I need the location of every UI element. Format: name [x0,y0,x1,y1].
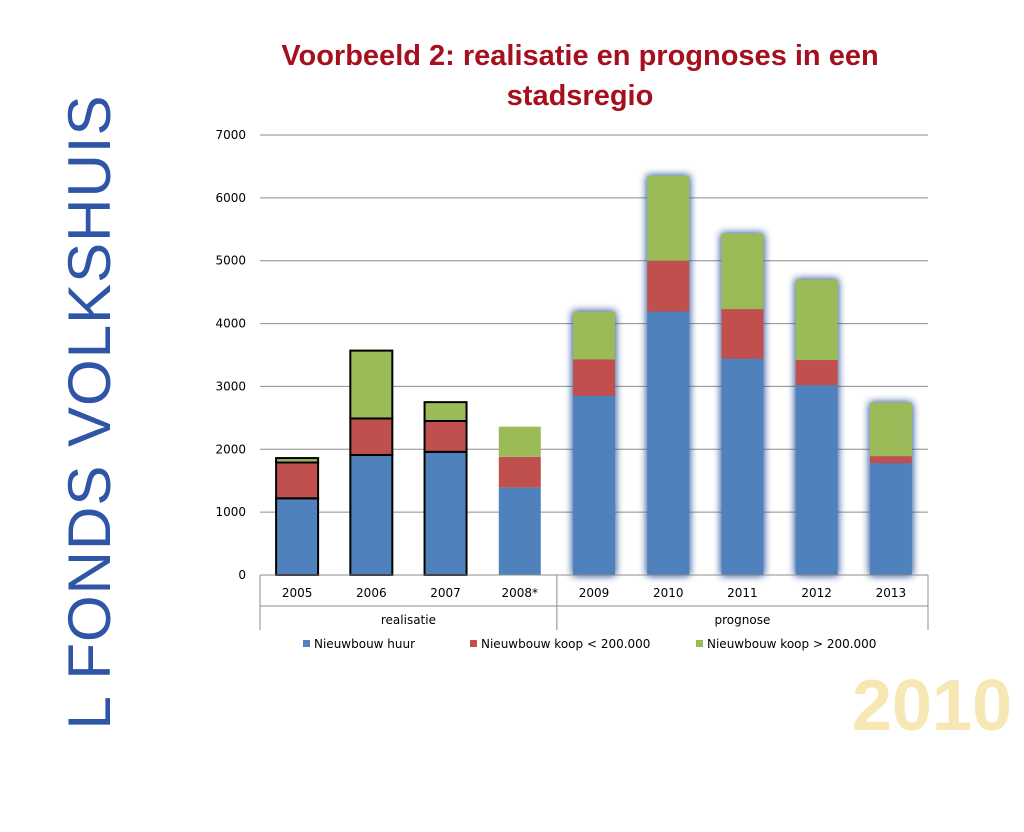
bar-segment-3 [498,426,541,457]
bar-stack [721,233,764,575]
legend-swatch [303,640,310,647]
legend-label: Nieuwbouw koop > 200.000 [707,637,876,651]
x-tick-label: 2006 [356,586,387,600]
y-tick-label: 7000 [215,128,246,142]
x-tick-label: 2007 [430,586,461,600]
bar-segment-1 [573,395,615,575]
y-tick-label: 2000 [215,442,246,456]
y-tick-label: 0 [238,568,246,582]
bar-segment-2 [795,360,838,386]
y-tick-label: 3000 [215,379,246,393]
bar-segment-2 [573,359,615,396]
bar-stack [869,402,912,575]
bar-segment-1 [647,311,690,575]
x-tick-label: 2008* [502,586,539,600]
bar-segment-2 [869,456,912,464]
y-tick-label: 5000 [215,254,246,268]
bar-segment-1 [349,453,394,577]
bar-segment-3 [275,457,320,464]
x-group-label: realisatie [381,613,436,627]
bar-segment-3 [795,279,838,361]
bar-stack [349,349,394,577]
bar-segment-1 [498,487,541,575]
bar-segment-3 [721,233,764,310]
bar-segment-3 [349,349,394,420]
bar-stack [275,457,320,577]
bar-segment-3 [573,311,615,360]
bar-segment-2 [498,456,541,488]
x-tick-label: 2010 [653,586,684,600]
x-tick-label: 2011 [727,586,758,600]
bar-segment-1 [869,463,912,575]
year-watermark: 2010 [851,666,1012,746]
bar-stack [423,401,468,576]
bar-segment-1 [721,358,764,575]
bar-segment-1 [795,385,838,575]
x-group-label: prognose [715,613,771,627]
bar-segment-2 [647,260,690,312]
bar-stack [498,426,541,575]
legend-swatch [470,640,477,647]
x-axis: 2005 2006 2007 2008* 2009 2010 2011 2012 2013 rea… [259,574,929,630]
bar-segment-2 [349,417,394,456]
legend-swatch [696,640,703,647]
bar-segment-3 [869,402,912,457]
bar-segment-2 [275,461,320,500]
bar-stack [647,175,690,575]
bar-segment-1 [423,450,468,576]
bar-segment-2 [721,309,764,359]
x-tick-label: 2009 [579,586,610,600]
bar-segment-3 [647,175,690,261]
bar-stack [795,279,838,575]
y-tick-label: 4000 [215,317,246,331]
legend: Nieuwbouw huur Nieuwbouw koop < 200.000 Ni… [303,637,876,651]
y-tick-label: 1000 [215,505,246,519]
x-tick-label: 2012 [801,586,832,600]
x-tick-label: 2013 [876,586,907,600]
slide-title: Voorbeeld 2: realisatie en prognoses in … [281,40,879,112]
bar-stack [573,311,615,575]
legend-label: Nieuwbouw koop < 200.000 [481,637,650,651]
y-axis-tick-labels: 0 1000 2000 3000 4000 5000 6000 7000 [215,128,246,582]
y-tick-label: 6000 [215,191,246,205]
bar-segment-1 [275,497,320,577]
legend-label: Nieuwbouw huur [314,637,415,651]
bars [275,175,912,577]
x-tick-label: 2005 [282,586,313,600]
bar-segment-3 [423,401,468,422]
bar-segment-2 [423,420,468,453]
